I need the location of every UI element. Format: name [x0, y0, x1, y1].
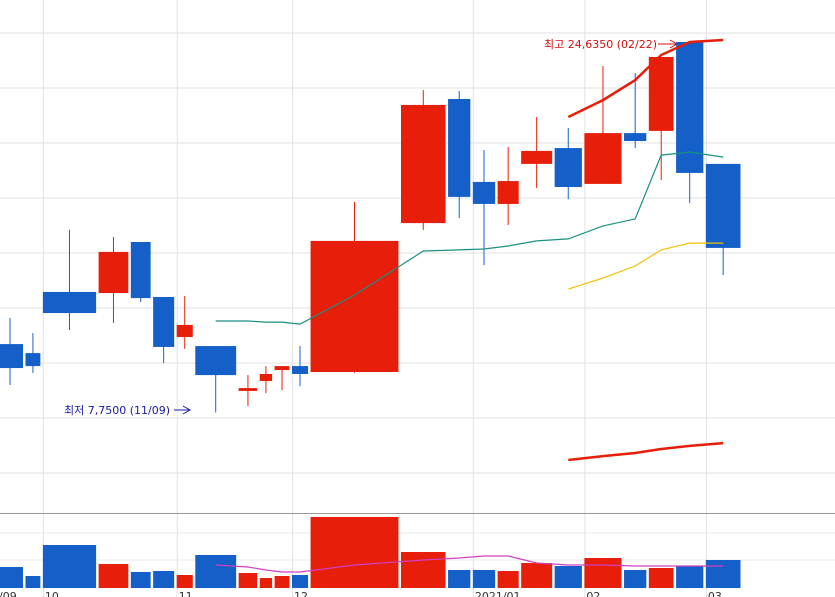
low-annotation: 최저 7,7500 (11/09) [64, 404, 170, 417]
volume-bar [259, 578, 273, 588]
candle-body [259, 374, 273, 382]
candle-body [176, 324, 193, 338]
low-arrow [174, 405, 192, 415]
volume-bar [291, 575, 309, 588]
candle-body [0, 344, 24, 369]
volume-bar [521, 563, 553, 588]
high-arrow [658, 39, 679, 49]
volume-bar [153, 571, 175, 588]
candle-body [130, 242, 151, 299]
moving-average-line [567, 38, 724, 119]
volume-bar [705, 560, 741, 588]
volume-bar [624, 570, 647, 588]
candle-body [25, 353, 41, 367]
candle-body [195, 346, 237, 376]
volume-bar [25, 576, 41, 588]
volume-bar [497, 571, 519, 588]
candle-body [274, 366, 290, 371]
candle-body [291, 366, 309, 374]
volume-bar [584, 558, 622, 588]
moving-average-line [215, 151, 724, 325]
candle-body [497, 181, 519, 204]
volume-bar [310, 517, 399, 588]
volume-bar [472, 570, 496, 588]
candle-body [310, 240, 399, 373]
volume-bar [274, 576, 290, 588]
x-tick-label: /09 [0, 590, 17, 597]
candle-body [153, 297, 175, 347]
volume-bar [448, 570, 471, 588]
moving-average-line [568, 242, 724, 290]
candle-body [238, 388, 258, 391]
volume-bar [98, 564, 129, 588]
x-tick-label: 03 [708, 590, 722, 597]
x-tick-label: 10 [45, 590, 59, 597]
volume-bar [130, 572, 151, 588]
volume-bar [554, 566, 582, 588]
moving-average-line [215, 555, 724, 573]
candle-body [521, 150, 553, 164]
candle-body [554, 148, 582, 187]
x-tick-label: 02 [586, 590, 600, 597]
volume-bar [648, 568, 674, 588]
x-tick-label: 12 [294, 590, 308, 597]
high-annotation: 최고 24,6350 (02/22) [544, 38, 657, 51]
volume-bar [176, 575, 193, 588]
candle-body [584, 133, 622, 184]
candle-body [472, 181, 496, 204]
volume-bar [676, 566, 704, 588]
x-tick-label: 11 [179, 590, 193, 597]
candle-body [400, 104, 446, 224]
candle-body [705, 163, 741, 248]
candle-body [42, 291, 97, 314]
candle-body [98, 251, 129, 294]
volume-bar [0, 567, 24, 588]
volume-bar [238, 573, 258, 588]
candle-body [676, 42, 704, 173]
volume-bar [195, 555, 237, 588]
candle-body [624, 133, 647, 142]
x-tick-label: 2021/01 [475, 590, 521, 597]
volume-bar [400, 552, 446, 588]
moving-average-line [568, 441, 724, 462]
candle-body [648, 56, 674, 131]
candle-body [448, 99, 471, 197]
volume-bar [42, 545, 97, 588]
